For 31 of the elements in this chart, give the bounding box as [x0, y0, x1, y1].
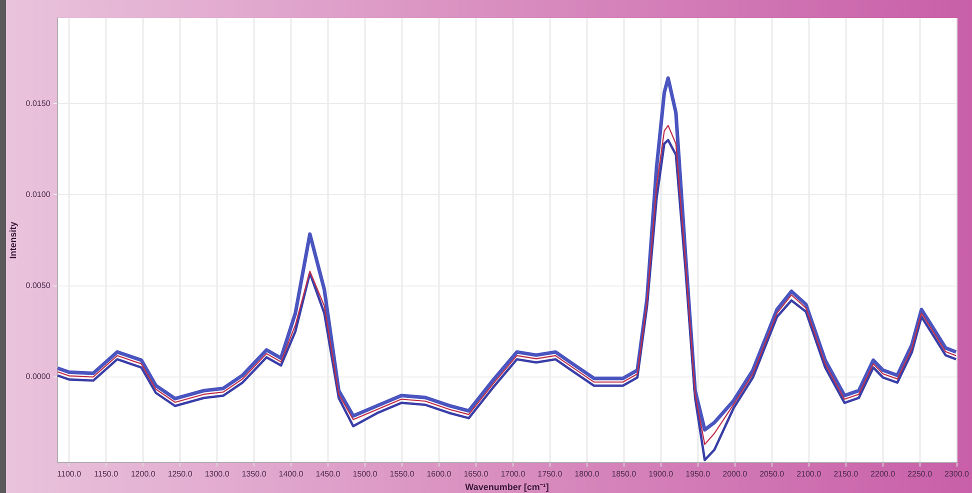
- x-tick-label: 2100.0: [796, 470, 822, 479]
- y-axis-title: Intensity: [8, 222, 18, 259]
- x-tick-label: 1600.0: [426, 470, 452, 479]
- x-tick-label: 2200.0: [870, 470, 896, 479]
- x-tick-label: 1100.0: [57, 470, 82, 479]
- y-tick-label: 0.0050: [26, 281, 51, 290]
- x-tick-label: 2050.0: [760, 470, 785, 479]
- x-tick-label: 1150.0: [94, 470, 119, 479]
- x-tick-label: 2000.0: [722, 470, 748, 479]
- x-tick-label: 1400.0: [278, 470, 304, 479]
- x-tick-label: 1800.0: [574, 470, 600, 479]
- x-tick-label: 1550.0: [390, 470, 415, 479]
- x-tick-label: 1250.0: [168, 470, 193, 479]
- x-tick-label: 1900.0: [648, 470, 674, 479]
- y-tick-label: 0.0100: [26, 190, 51, 199]
- x-tick-label: 1950.0: [686, 470, 711, 479]
- x-tick-label: 2300.0: [944, 470, 970, 479]
- x-tick-label: 1850.0: [612, 470, 637, 479]
- x-axis-title: Wavenumber [cm⁻¹]: [465, 482, 549, 492]
- x-tick-label: 1500.0: [352, 470, 378, 479]
- x-tick-label: 1700.0: [500, 470, 526, 479]
- x-tick-label: 1200.0: [130, 470, 156, 479]
- x-tick-label: 1300.0: [204, 470, 230, 479]
- x-tick-label: 1750.0: [538, 470, 563, 479]
- x-tick-label: 1450.0: [316, 470, 341, 479]
- x-tick-label: 1350.0: [242, 470, 267, 479]
- x-tick-label: 2250.0: [908, 470, 933, 479]
- y-tick-label: 0.0000: [26, 372, 51, 382]
- x-tick-label: 1650.0: [464, 470, 489, 479]
- y-tick-label: 0.0150: [26, 98, 51, 108]
- x-tick-label: 2150.0: [834, 470, 859, 479]
